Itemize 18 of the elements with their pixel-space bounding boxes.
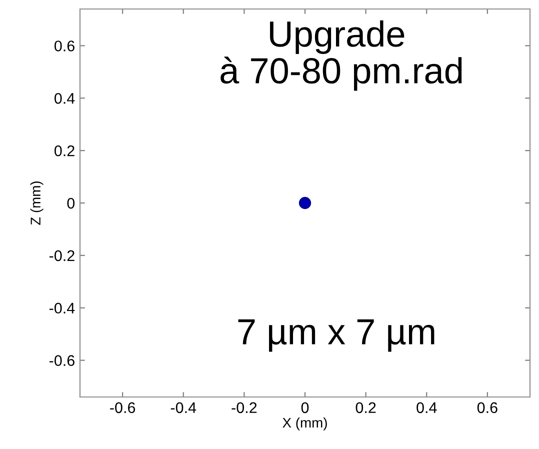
annotation: 7 µm x 7 µm xyxy=(238,319,434,352)
x-tick-label: 0 xyxy=(301,402,309,414)
y-tick-label: 0.4 xyxy=(54,93,75,104)
y-tick-label: -0.6 xyxy=(49,355,74,366)
y-tick-label: 0.6 xyxy=(54,40,74,52)
x-tick-label: 0.6 xyxy=(477,402,498,414)
x-tick-label: -0.4 xyxy=(170,402,196,414)
x-axis-title: X (mm) xyxy=(282,417,327,430)
y-tick-label: 0.2 xyxy=(54,145,74,156)
y-tick-label: -0.4 xyxy=(49,302,75,314)
x-tick-label: -0.6 xyxy=(110,402,136,414)
annotation: Upgrade à 70-80 pm.rad xyxy=(220,20,462,91)
x-tick-label: 0.4 xyxy=(416,402,437,414)
x-tick-label: -0.2 xyxy=(232,402,257,414)
y-tick-label: 0 xyxy=(67,198,75,209)
x-tick-label: 0.2 xyxy=(356,402,376,414)
y-axis-title: Z (mm) xyxy=(30,181,44,225)
y-tick-label: -0.2 xyxy=(49,250,74,262)
